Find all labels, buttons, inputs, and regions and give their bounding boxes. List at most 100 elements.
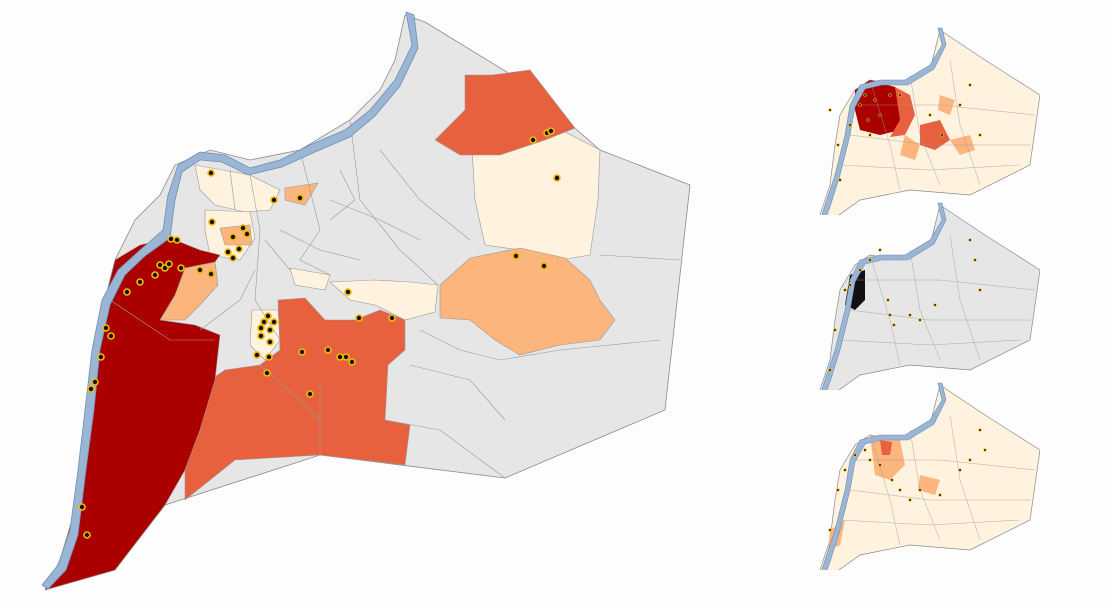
incident-point: [547, 127, 555, 135]
incident-point: [878, 248, 882, 252]
incident-point: [107, 332, 115, 340]
thumb-river: [821, 382, 947, 570]
incident-point: [866, 118, 870, 122]
incident-point: [858, 268, 862, 272]
incident-point: [165, 260, 173, 268]
incident-point: [886, 298, 890, 302]
incident-point: [229, 254, 237, 262]
incident-point: [968, 458, 972, 462]
incident-point: [235, 245, 243, 253]
incident-point: [336, 353, 344, 361]
incident-point: [968, 83, 972, 87]
thumb-tract-orange: [938, 95, 955, 115]
incident-point: [928, 113, 932, 117]
incident-point: [973, 258, 977, 262]
incident-point: [540, 262, 548, 270]
incident-point: [102, 324, 110, 332]
incident-point: [890, 478, 894, 482]
tract-boundaries: [109, 119, 681, 479]
incident-point: [940, 133, 944, 137]
incident-point: [888, 313, 892, 317]
incident-point: [828, 108, 832, 112]
incident-point: [253, 351, 261, 359]
incident-point: [355, 314, 363, 322]
incident-point: [918, 318, 922, 322]
incident-point: [978, 288, 982, 292]
incident-point: [207, 169, 215, 177]
incident-point: [878, 463, 882, 467]
incident-point: [888, 93, 892, 97]
thumb-tract-lines: [839, 59, 1036, 191]
incident-point: [260, 318, 268, 326]
thumb-map-1-svg: [819, 27, 1040, 215]
incident-point: [265, 353, 273, 361]
incident-point: [243, 230, 251, 238]
thumb-map-3-svg: [819, 382, 1040, 570]
incident-point: [173, 236, 181, 244]
incident-point: [863, 448, 867, 452]
incident-point: [858, 103, 862, 107]
thumb-map-2: [810, 200, 1040, 390]
incident-point: [868, 258, 872, 262]
incident-point: [264, 312, 272, 320]
thumb-tract-red: [890, 87, 915, 137]
incident-point: [78, 503, 86, 511]
incident-point: [853, 453, 857, 457]
incident-point: [828, 528, 832, 532]
incident-point: [983, 448, 987, 452]
tract-class-1: [289, 267, 331, 291]
thumb-tract-orange: [918, 475, 940, 495]
incident-point: [257, 332, 265, 340]
thumb-map-1: [810, 25, 1040, 215]
thumb-map-3: [810, 380, 1040, 570]
incident-point: [828, 368, 832, 372]
incident-point: [863, 93, 867, 97]
incident-point: [83, 531, 91, 539]
incident-point: [833, 328, 837, 332]
incident-point: [263, 369, 271, 377]
incident-point: [512, 252, 520, 260]
incident-point: [270, 196, 278, 204]
incident-point: [306, 390, 314, 398]
incident-point: [270, 318, 278, 326]
incident-point: [843, 288, 847, 292]
incident-point: [136, 278, 144, 286]
incident-point: [873, 98, 877, 102]
thumb-river: [821, 202, 947, 390]
incident-point: [898, 488, 902, 492]
incident-point: [224, 248, 232, 256]
incident-point: [298, 348, 306, 356]
incident-point: [167, 235, 175, 243]
thumb-points: [828, 83, 982, 182]
incident-point: [898, 93, 902, 97]
incident-point: [868, 458, 872, 462]
incident-point: [908, 313, 912, 317]
incident-point: [958, 468, 962, 472]
incident-point: [968, 238, 972, 242]
incident-point: [848, 283, 852, 287]
incident-point: [324, 346, 332, 354]
incident-point: [342, 353, 350, 361]
thumb-river: [821, 27, 947, 215]
thumb-points: [828, 238, 982, 372]
incident-point: [239, 224, 247, 232]
ohio-river: [41, 11, 419, 590]
incident-point: [908, 498, 912, 502]
incident-point: [87, 385, 95, 393]
incident-point: [933, 303, 937, 307]
incident-point: [207, 270, 215, 278]
incident-point: [529, 136, 537, 144]
tract-class-1: [194, 164, 281, 213]
incident-point: [836, 143, 840, 147]
thumb-tract-orange: [900, 135, 920, 160]
main-choropleth-map: [41, 11, 691, 591]
main-map-svg: [41, 11, 691, 591]
thumb-tract-red: [920, 120, 950, 150]
incident-point: [388, 314, 396, 322]
incident-point: [978, 428, 982, 432]
tract-class-3: [434, 69, 576, 156]
incident-point: [848, 123, 852, 127]
incident-point: [177, 264, 185, 272]
incident-point: [257, 324, 265, 332]
thumb-tract-lines: [839, 234, 1036, 366]
